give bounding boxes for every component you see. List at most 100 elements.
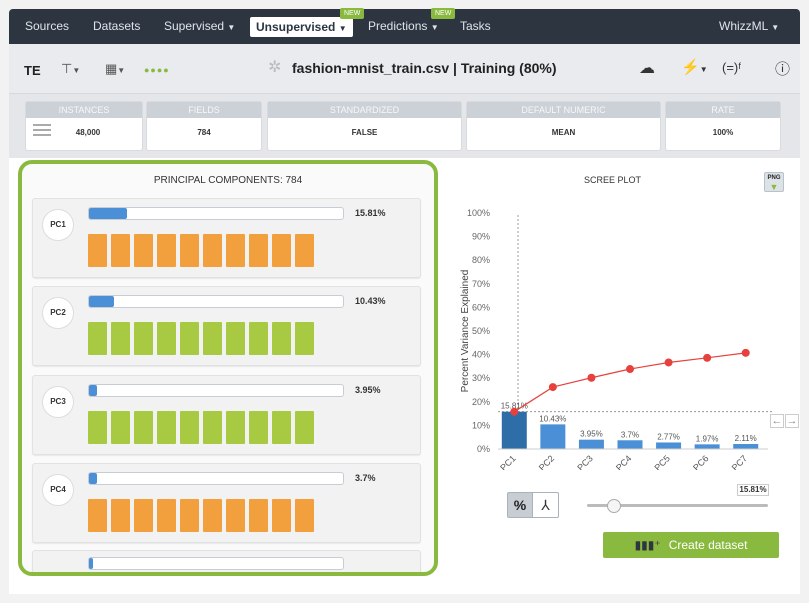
pc-field-block[interactable]: [180, 499, 199, 532]
pc-bar: [88, 295, 344, 308]
y-tick-label: 80%: [472, 255, 490, 265]
axes-toggle-button[interactable]: ⅄: [533, 492, 559, 518]
pc-field-block[interactable]: [295, 411, 314, 444]
pc-card[interactable]: PC2 10.43%: [32, 286, 421, 366]
pc-field-block[interactable]: [295, 234, 314, 267]
create-dataset-button[interactable]: ▮▮▮⁺ Create dataset: [603, 532, 779, 558]
pc-field-block[interactable]: [111, 411, 130, 444]
pc-field-block[interactable]: [134, 234, 153, 267]
cumulative-point[interactable]: [626, 365, 634, 374]
pc-field-block[interactable]: [157, 499, 176, 532]
pc-card[interactable]: PC3 3.95%: [32, 375, 421, 455]
pc-card[interactable]: PC1 15.81%: [32, 198, 421, 278]
nav-datasets[interactable]: Datasets: [93, 19, 141, 33]
x-tick-label: PC6: [691, 453, 710, 470]
pc-field-block[interactable]: [134, 411, 153, 444]
nav-sources[interactable]: Sources: [25, 19, 70, 33]
bar-value-label: 15.81%: [501, 402, 528, 411]
pc-field-block[interactable]: [203, 499, 222, 532]
scree-bar[interactable]: [578, 439, 604, 449]
pc-field-block[interactable]: [88, 234, 107, 267]
nav-tasks[interactable]: Tasks: [460, 19, 491, 33]
stat-value: 784: [197, 128, 211, 137]
pc-field-block[interactable]: [249, 234, 268, 267]
pc-field-block[interactable]: [295, 322, 314, 355]
pc-field-block[interactable]: [111, 499, 130, 532]
info-icon[interactable]: ⓘ: [775, 61, 791, 78]
pc-field-block[interactable]: [180, 322, 199, 355]
dots-icon: ●●●●: [144, 65, 170, 75]
pc-field-block[interactable]: [157, 411, 176, 444]
scree-bar[interactable]: [617, 440, 643, 449]
cumulative-point[interactable]: [548, 383, 557, 392]
cloud-download-icon[interactable]: ☁: [639, 60, 655, 77]
cumulative-point[interactable]: [741, 348, 750, 357]
pc-card-partial[interactable]: [32, 550, 421, 572]
threshold-slider-knob[interactable]: [607, 499, 621, 513]
pc-field-block[interactable]: [226, 411, 245, 444]
stat-value: 48,000: [75, 128, 101, 137]
x-tick-label: PC5: [653, 453, 672, 470]
pc-field-block[interactable]: [111, 234, 130, 267]
pc-field-block[interactable]: [249, 411, 268, 444]
pc-field-block[interactable]: [88, 322, 107, 355]
pc-field-block[interactable]: [272, 411, 291, 444]
pc-field-block[interactable]: [249, 322, 268, 355]
pc-field-block[interactable]: [134, 322, 153, 355]
nav-predictions[interactable]: Predictions ▼: [368, 9, 439, 44]
pc-field-block[interactable]: [226, 499, 245, 532]
pc-field-block[interactable]: [272, 499, 291, 532]
pc-field-block[interactable]: [111, 322, 130, 355]
arrow-left-icon[interactable]: ←: [770, 414, 784, 428]
pc-field-block[interactable]: [203, 411, 222, 444]
threshold-slider-track[interactable]: [587, 504, 768, 507]
png-export-button[interactable]: PNG ▼: [764, 172, 784, 192]
pc-field-block[interactable]: [88, 411, 107, 444]
stat-value: 100%: [712, 128, 734, 137]
percent-toggle-button[interactable]: %: [507, 492, 533, 518]
pc-field-block[interactable]: [180, 234, 199, 267]
pc-bar: [88, 384, 344, 397]
cumulative-point[interactable]: [703, 353, 712, 362]
pc-field-block[interactable]: [226, 234, 245, 267]
bar-value-label: 10.43%: [539, 414, 566, 423]
pc-field-block[interactable]: [180, 411, 199, 444]
pc-card[interactable]: PC4 3.7%: [32, 463, 421, 543]
pc-field-block[interactable]: [134, 499, 153, 532]
scree-bar[interactable]: [540, 424, 566, 449]
pc-field-block[interactable]: [249, 499, 268, 532]
scree-bar[interactable]: [501, 411, 527, 449]
scree-bar[interactable]: [733, 444, 759, 449]
pc-field-block[interactable]: [203, 234, 222, 267]
te-button[interactable]: TE: [24, 63, 41, 78]
pc-field-block[interactable]: [157, 234, 176, 267]
menu-icon[interactable]: [33, 124, 51, 139]
arrow-right-icon[interactable]: →: [785, 414, 799, 428]
equation-icon[interactable]: (=)ᶠ: [722, 60, 742, 75]
scree-bar[interactable]: [656, 442, 682, 449]
user-menu[interactable]: WhizzML ▼: [719, 9, 779, 44]
pc-field-block[interactable]: [203, 322, 222, 355]
pc-field-block[interactable]: [272, 234, 291, 267]
scree-bar[interactable]: [694, 444, 720, 449]
cumulative-point[interactable]: [587, 373, 596, 382]
pc-panel-title: PRINCIPAL COMPONENTS: 784: [153, 175, 303, 186]
cluster-icon[interactable]: ⚡▼: [681, 59, 708, 76]
pc-field-block[interactable]: [88, 499, 107, 532]
pc-field-block[interactable]: [157, 322, 176, 355]
pc-percentage: 3.7%: [355, 473, 376, 483]
pc-field-block[interactable]: [226, 322, 245, 355]
summary-bar: INSTANCES 48,000 FIELDS 784 STANDARDIZED…: [9, 94, 800, 158]
cumulative-point[interactable]: [510, 407, 519, 416]
nav-unsupervised[interactable]: Unsupervised ▼: [250, 17, 353, 37]
stat-instances: INSTANCES 48,000: [25, 101, 143, 151]
pc-field-block[interactable]: [295, 499, 314, 532]
dataset-icon[interactable]: ▦▼: [105, 61, 126, 76]
pc-bar-fill: [89, 208, 128, 219]
chart-scroll-arrows: ← →: [770, 414, 800, 428]
pc-bar-fill: [89, 385, 97, 396]
hierarchy-icon[interactable]: ⊤▼: [61, 61, 81, 76]
cumulative-point[interactable]: [664, 358, 673, 367]
nav-supervised[interactable]: Supervised ▼: [164, 9, 235, 44]
pc-field-block[interactable]: [272, 322, 291, 355]
